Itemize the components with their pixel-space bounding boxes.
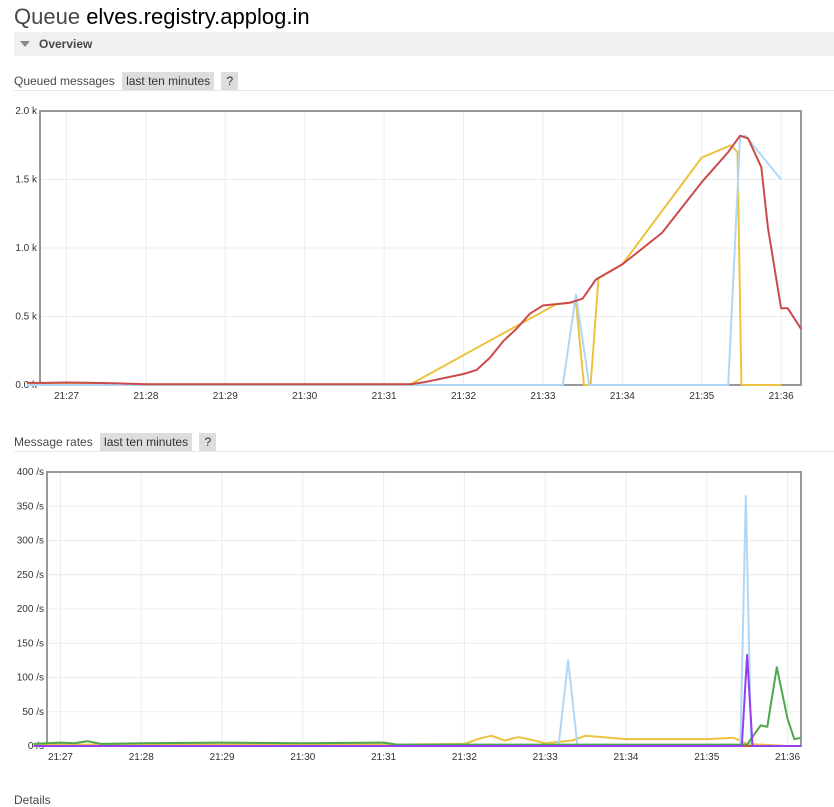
details-label: Details (14, 793, 51, 807)
x-tick-label: 21:35 (689, 391, 714, 402)
queued-help-button[interactable]: ? (221, 72, 239, 90)
x-tick-label: 21:27 (48, 752, 73, 763)
x-tick-label: 21:33 (533, 752, 558, 763)
y-tick-label: 250 /s (17, 570, 44, 581)
message-rates-header: Message rates last ten minutes ? (14, 433, 217, 451)
x-tick-label: 21:32 (452, 752, 477, 763)
series-line (26, 144, 782, 386)
x-tick-label: 21:35 (694, 752, 719, 763)
series-line (33, 495, 788, 747)
y-tick-label: 50 /s (22, 707, 44, 718)
y-tick-label: 400 /s (17, 467, 44, 478)
x-tick-label: 21:27 (54, 391, 79, 402)
x-tick-label: 21:32 (451, 391, 476, 402)
page-title-prefix: Queue (14, 4, 81, 29)
x-tick-label: 21:33 (530, 391, 555, 402)
series-line (33, 653, 801, 747)
series-line (26, 134, 782, 386)
x-tick-label: 21:30 (292, 391, 317, 402)
rates-help-button[interactable]: ? (199, 433, 217, 451)
y-tick-label: 1.5 k (15, 175, 38, 186)
triangle-down-icon (20, 41, 30, 47)
overview-label: Overview (39, 37, 93, 51)
series-line (33, 666, 802, 746)
queued-messages-chart: 0.0 k 0.5 k 1.0 k 1.5 k 2.0 k 21:27 21:28 21:29… (15, 106, 802, 402)
queued-messages-header: Queued messages last ten minutes ? (14, 72, 239, 90)
y-tick-label: 0.5 k (15, 312, 38, 323)
page-title: Queue elves.registry.applog.in (14, 4, 310, 30)
y-tick-label: 100 /s (17, 673, 44, 684)
y-tick-label: 200 /s (17, 604, 44, 615)
x-tick-label: 21:29 (210, 752, 235, 763)
overview-section-toggle[interactable]: Overview (14, 32, 834, 56)
x-tick-label: 21:28 (133, 391, 158, 402)
series-line (33, 734, 788, 747)
x-tick-label: 21:31 (371, 752, 396, 763)
y-tick-label: 150 /s (17, 638, 44, 649)
y-tick-label: 2.0 k (15, 106, 38, 117)
queued-range-button[interactable]: last ten minutes (122, 72, 215, 90)
x-tick-label: 21:30 (290, 752, 315, 763)
y-tick-label: 300 /s (17, 536, 44, 547)
rates-range-button[interactable]: last ten minutes (100, 433, 193, 451)
x-tick-label: 21:34 (613, 752, 638, 763)
series-line (26, 134, 802, 386)
divider (14, 451, 834, 452)
y-tick-label: 1.0 k (15, 243, 38, 254)
y-tick-label: 350 /s (17, 501, 44, 512)
divider (14, 90, 834, 91)
x-tick-label: 21:31 (372, 391, 397, 402)
x-tick-label: 21:28 (129, 752, 154, 763)
x-tick-label: 21:36 (769, 391, 794, 402)
queue-name: elves.registry.applog.in (86, 4, 310, 29)
y-tick-label: 0.0 k (15, 380, 38, 391)
message-rates-label: Message rates (14, 435, 93, 449)
queued-messages-label: Queued messages (14, 74, 115, 88)
x-tick-label: 21:34 (610, 391, 635, 402)
x-tick-label: 21:36 (775, 752, 800, 763)
x-tick-label: 21:29 (213, 391, 238, 402)
